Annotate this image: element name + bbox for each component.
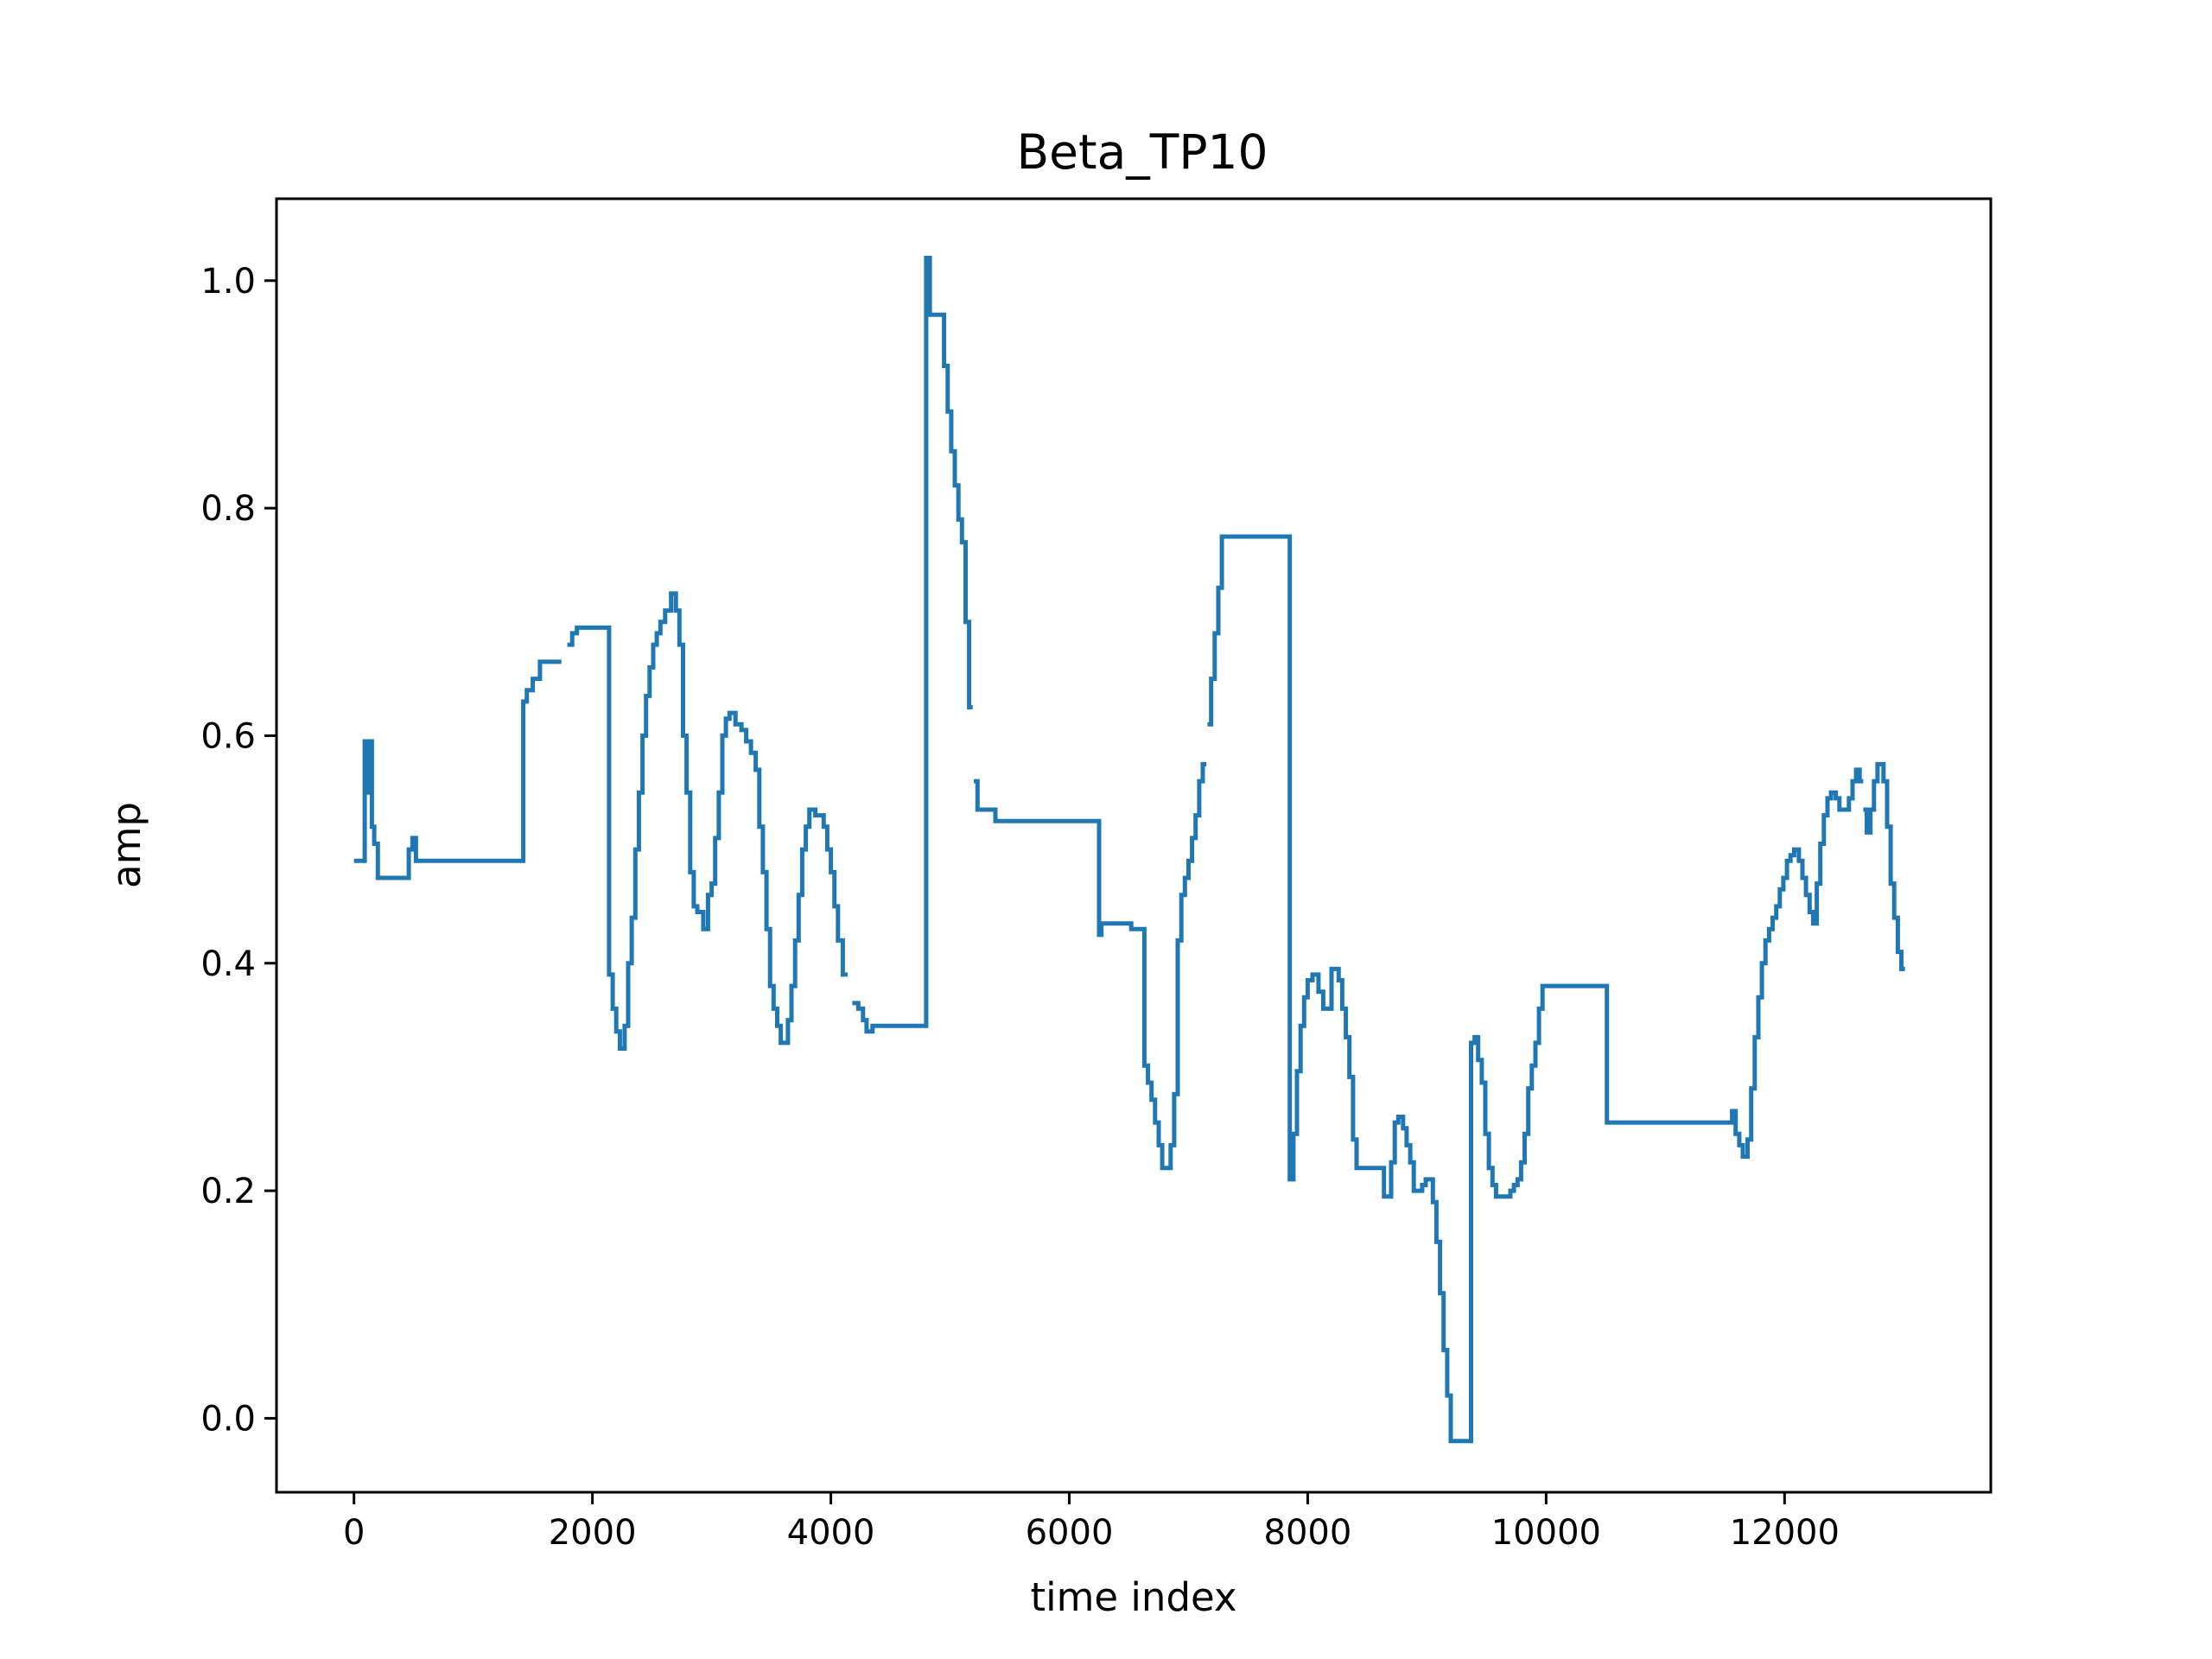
plot-area xyxy=(353,256,1905,1444)
x-tick-label: 12000 xyxy=(1730,1513,1840,1553)
axes-frame xyxy=(275,197,1993,1494)
series-line-segment xyxy=(1207,534,1864,1444)
series-line-segment xyxy=(974,761,1207,1171)
x-tick-label: 6000 xyxy=(1026,1513,1114,1553)
y-tick-label: 1.0 xyxy=(200,262,256,302)
chart-title: Beta_TP10 xyxy=(1016,124,1268,180)
y-tick-label: 0.4 xyxy=(200,944,256,984)
x-tick-label: 0 xyxy=(343,1513,365,1553)
y-tick-label: 0.6 xyxy=(200,716,256,756)
x-tick-label: 4000 xyxy=(787,1513,875,1553)
x-tick-label: 10000 xyxy=(1491,1513,1601,1553)
series-line-segment xyxy=(567,591,848,1051)
y-tick-label: 0.8 xyxy=(200,489,256,529)
y-tick-label: 0.0 xyxy=(200,1399,256,1439)
y-axis: 0.0 0.2 0.4 0.6 0.8 1.0 xyxy=(200,262,276,1439)
series-line-segment xyxy=(852,256,973,1034)
x-tick-label: 2000 xyxy=(549,1513,637,1553)
x-axis: 0 2000 4000 6000 8000 10000 12000 xyxy=(343,1492,1840,1553)
series-line-segment xyxy=(1863,761,1905,971)
y-axis-label: amp xyxy=(104,802,149,888)
x-axis-label: time index xyxy=(1030,1574,1236,1620)
y-tick-label: 0.2 xyxy=(200,1172,256,1211)
series-line-segment xyxy=(353,659,562,880)
x-tick-label: 8000 xyxy=(1264,1513,1352,1553)
